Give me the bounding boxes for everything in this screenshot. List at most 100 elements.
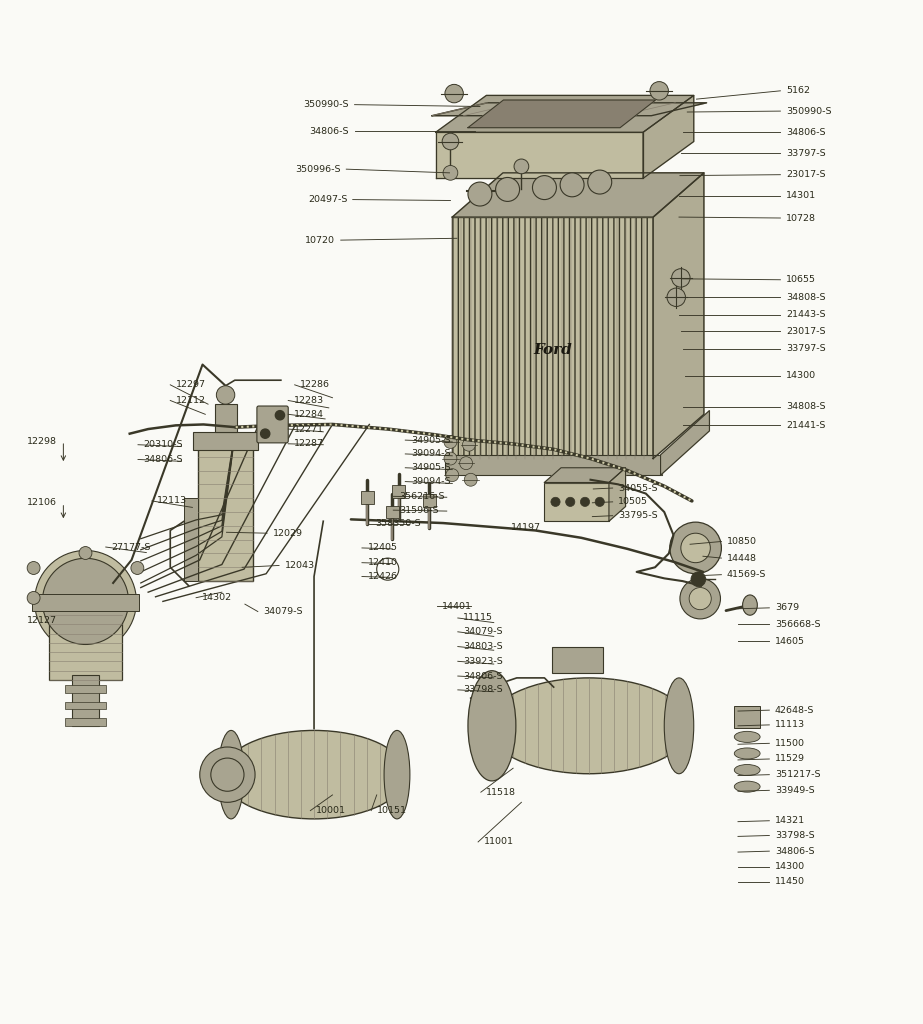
Text: 356216-S: 356216-S (399, 492, 444, 501)
Text: 12284: 12284 (294, 410, 324, 419)
Bar (552, 647, 603, 674)
Ellipse shape (665, 678, 694, 774)
Polygon shape (661, 411, 710, 475)
Text: 34055-S: 34055-S (618, 483, 658, 493)
Circle shape (199, 748, 255, 803)
Circle shape (566, 498, 575, 507)
Ellipse shape (218, 730, 244, 819)
Text: 358350-S: 358350-S (375, 519, 421, 528)
Text: 12113: 12113 (157, 497, 187, 506)
Ellipse shape (735, 731, 761, 742)
Text: 10151: 10151 (377, 806, 407, 815)
Bar (423, 495, 436, 507)
Circle shape (464, 473, 477, 486)
Text: 34806-S: 34806-S (774, 847, 814, 856)
Text: 11529: 11529 (774, 755, 805, 764)
Bar (445, 455, 663, 475)
Circle shape (460, 457, 473, 470)
Bar (392, 485, 405, 498)
Text: 34079-S: 34079-S (463, 628, 503, 636)
Text: 23017-S: 23017-S (785, 170, 825, 179)
Circle shape (216, 386, 234, 404)
Circle shape (689, 588, 712, 609)
Text: 34806-S: 34806-S (144, 455, 183, 464)
Bar (49, 606, 123, 680)
Text: 20310-S: 20310-S (144, 440, 183, 450)
Circle shape (444, 435, 457, 449)
Ellipse shape (735, 781, 761, 793)
Text: 21441-S: 21441-S (785, 421, 825, 430)
Polygon shape (468, 100, 655, 128)
Polygon shape (452, 173, 704, 217)
Circle shape (27, 561, 40, 574)
Polygon shape (609, 468, 626, 521)
Circle shape (595, 498, 605, 507)
Text: 12426: 12426 (367, 572, 398, 581)
Bar (214, 404, 236, 432)
Circle shape (560, 173, 584, 197)
Circle shape (443, 166, 458, 180)
Ellipse shape (468, 671, 516, 781)
Polygon shape (653, 173, 704, 459)
Text: 11518: 11518 (486, 787, 516, 797)
Circle shape (79, 547, 92, 559)
Bar (184, 498, 198, 582)
Text: 10001: 10001 (316, 806, 346, 815)
Circle shape (588, 170, 612, 194)
Circle shape (514, 159, 529, 174)
Bar (32, 594, 139, 610)
Text: 14321: 14321 (774, 816, 805, 825)
Text: 11113: 11113 (774, 721, 805, 729)
Circle shape (691, 572, 706, 587)
Circle shape (650, 82, 668, 100)
Bar (66, 719, 106, 726)
Circle shape (34, 551, 137, 652)
Polygon shape (436, 132, 643, 178)
Text: 34808-S: 34808-S (785, 293, 825, 302)
Text: 10728: 10728 (785, 214, 816, 222)
Text: 33949-S: 33949-S (774, 785, 814, 795)
Circle shape (446, 469, 459, 481)
Circle shape (667, 288, 686, 306)
Circle shape (275, 411, 284, 420)
Text: 12112: 12112 (175, 396, 206, 404)
Text: 34803-S: 34803-S (463, 642, 503, 651)
Text: Ford: Ford (533, 343, 572, 357)
Text: 34905-S: 34905-S (411, 463, 450, 472)
Circle shape (468, 182, 492, 206)
Text: 14448: 14448 (727, 554, 757, 562)
Circle shape (670, 522, 722, 573)
Circle shape (462, 438, 475, 452)
Ellipse shape (487, 678, 690, 774)
Text: 34806-S: 34806-S (463, 672, 503, 681)
Text: 12106: 12106 (27, 499, 56, 507)
Text: 34079-S: 34079-S (263, 607, 303, 616)
Text: 12127: 12127 (27, 616, 56, 626)
Text: 10655: 10655 (785, 275, 816, 285)
Bar (193, 432, 258, 451)
Ellipse shape (735, 765, 761, 775)
Circle shape (445, 84, 463, 102)
Text: 33797-S: 33797-S (785, 150, 825, 158)
Text: 350996-S: 350996-S (295, 165, 341, 174)
Circle shape (496, 177, 520, 202)
Text: 27177-S: 27177-S (112, 543, 150, 552)
Circle shape (444, 452, 457, 465)
Circle shape (672, 268, 690, 287)
Text: 11500: 11500 (774, 739, 805, 748)
Text: 12029: 12029 (272, 528, 303, 538)
Text: 11001: 11001 (484, 838, 513, 847)
Text: 14401: 14401 (442, 601, 473, 610)
Bar (361, 490, 374, 504)
Circle shape (551, 498, 560, 507)
Circle shape (27, 592, 40, 604)
Text: 12405: 12405 (367, 544, 398, 552)
Polygon shape (643, 95, 694, 178)
Circle shape (681, 534, 711, 563)
Circle shape (210, 758, 244, 792)
Polygon shape (432, 102, 707, 116)
Ellipse shape (484, 678, 513, 774)
Bar (735, 706, 761, 728)
Text: 34808-S: 34808-S (785, 402, 825, 412)
Bar (386, 506, 399, 518)
